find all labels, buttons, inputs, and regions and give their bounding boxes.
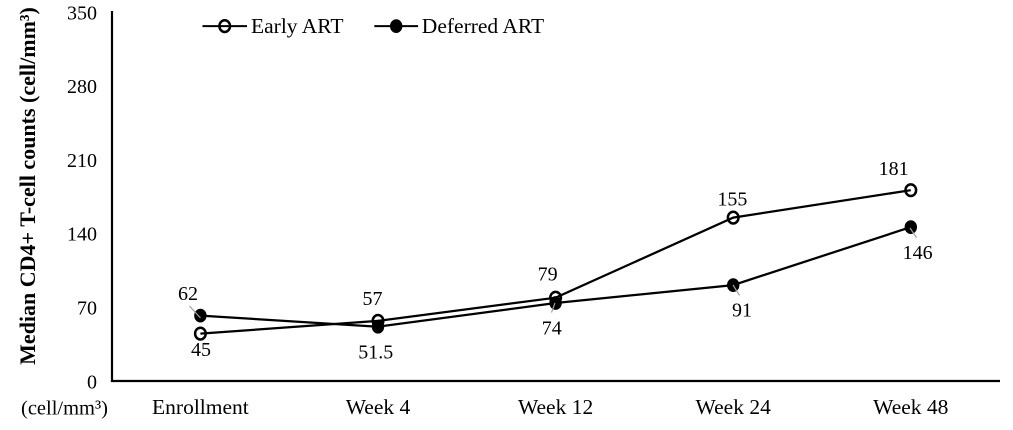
- svg-text:Week 12: Week 12: [518, 395, 593, 419]
- svg-text:62: 62: [178, 283, 198, 305]
- svg-text:57: 57: [363, 288, 383, 310]
- svg-text:0: 0: [87, 371, 97, 393]
- svg-text:155: 155: [717, 188, 747, 210]
- svg-text:Enrollment: Enrollment: [152, 395, 249, 419]
- svg-text:280: 280: [67, 76, 97, 98]
- svg-text:51.5: 51.5: [358, 342, 393, 364]
- svg-text:Median CD4+ T-cell counts (cel: Median CD4+ T-cell counts (cell/mm³): [15, 7, 40, 365]
- svg-text:(cell/mm³): (cell/mm³): [21, 398, 108, 420]
- svg-text:Week 4: Week 4: [346, 395, 411, 419]
- svg-text:74: 74: [542, 318, 562, 340]
- svg-text:79: 79: [538, 264, 558, 286]
- svg-text:181: 181: [879, 158, 909, 180]
- svg-text:Early ART: Early ART: [251, 14, 343, 38]
- svg-text:Deferred ART: Deferred ART: [422, 14, 544, 38]
- svg-text:350: 350: [67, 2, 97, 24]
- svg-text:Week 24: Week 24: [696, 395, 772, 419]
- svg-text:146: 146: [903, 242, 933, 264]
- svg-text:Week 48: Week 48: [873, 395, 948, 419]
- svg-text:45: 45: [191, 339, 211, 361]
- svg-text:210: 210: [67, 150, 97, 172]
- svg-text:140: 140: [67, 224, 97, 246]
- svg-text:91: 91: [732, 300, 752, 322]
- svg-text:70: 70: [77, 298, 97, 320]
